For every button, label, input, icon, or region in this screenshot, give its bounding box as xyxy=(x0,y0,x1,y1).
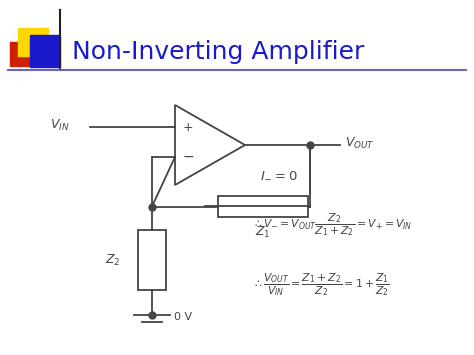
Text: Non-Inverting Amplifier: Non-Inverting Amplifier xyxy=(72,40,365,64)
Bar xyxy=(30,35,60,67)
Text: $\therefore V_{-}=V_{OUT}\dfrac{Z_{2}}{Z_{1}+Z_{2}}=V_{+}=V_{IN}$: $\therefore V_{-}=V_{OUT}\dfrac{Z_{2}}{Z… xyxy=(252,212,412,239)
Text: +: + xyxy=(183,121,193,134)
Text: $I_{-}=0$: $I_{-}=0$ xyxy=(260,169,298,181)
Bar xyxy=(18,28,48,56)
Bar xyxy=(138,230,166,290)
Bar xyxy=(218,196,308,217)
Text: $V_{IN}$: $V_{IN}$ xyxy=(50,118,70,133)
Text: $Z_2$: $Z_2$ xyxy=(105,252,120,268)
Text: $Z_1$: $Z_1$ xyxy=(255,225,271,240)
Text: $\therefore\dfrac{V_{OUT}}{V_{IN}}=\dfrac{Z_{1}+Z_{2}}{Z_{2}}=1+\dfrac{Z_{1}}{Z_: $\therefore\dfrac{V_{OUT}}{V_{IN}}=\dfra… xyxy=(252,272,390,299)
Text: 0 V: 0 V xyxy=(174,312,192,322)
Bar xyxy=(10,42,38,66)
Text: $V_{OUT}$: $V_{OUT}$ xyxy=(345,136,375,151)
Text: −: − xyxy=(183,150,195,164)
